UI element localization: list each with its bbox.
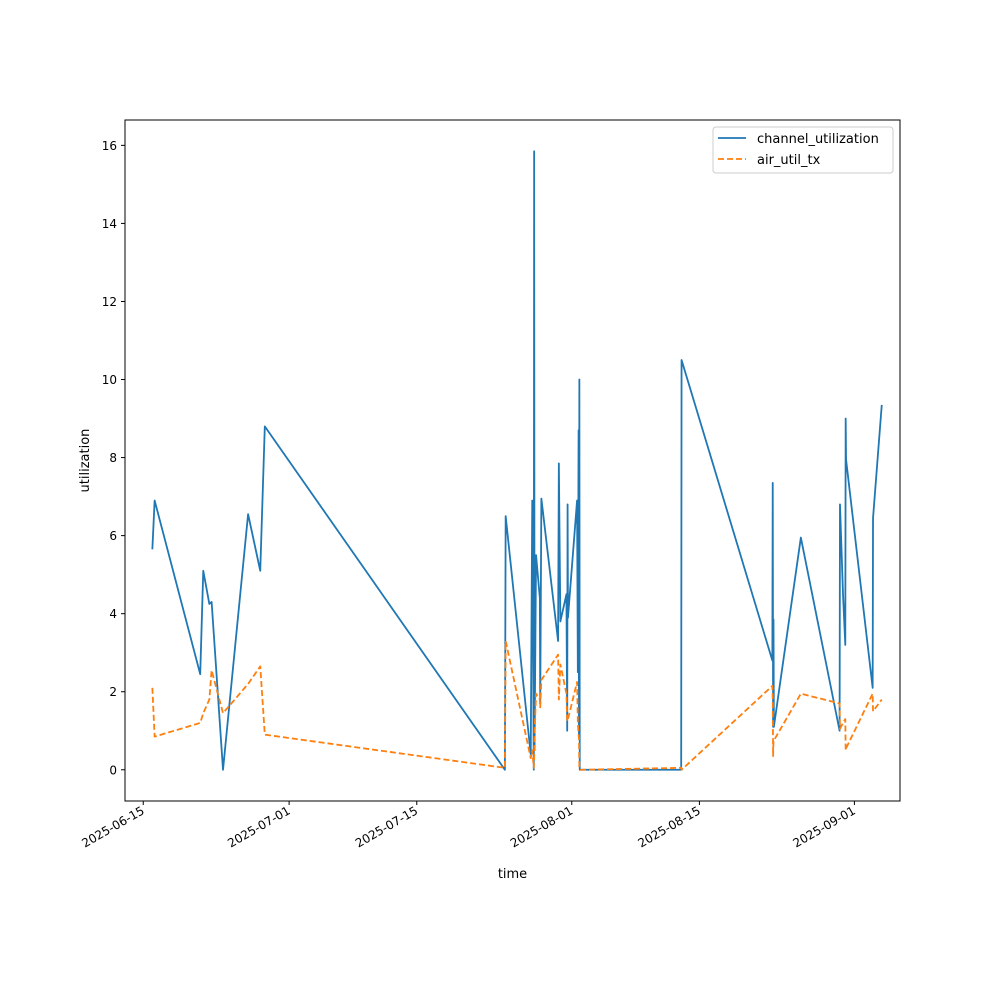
legend-box: [712, 126, 894, 174]
y-tick-label: 12: [102, 295, 117, 309]
x-tick-label: 2025-07-01: [225, 803, 292, 850]
x-axis-label: time: [498, 867, 527, 882]
y-tick-label: 6: [109, 529, 117, 543]
legend-label-channel-utilization: channel_utilization: [757, 132, 879, 147]
plot-area-frame: [124, 119, 901, 802]
y-axis-label: utilization: [78, 429, 93, 493]
y-tick-label: 4: [109, 607, 117, 621]
y-tick-label: 0: [109, 763, 117, 777]
x-tick-label: 2025-08-15: [636, 803, 703, 850]
legend: channel_utilization air_util_tx: [712, 126, 894, 174]
legend-label-air-util-tx: air_util_tx: [757, 153, 821, 168]
x-tick-label: 2025-08-01: [508, 803, 575, 850]
x-tick-label: 2025-07-15: [353, 803, 420, 850]
y-tick-label: 2: [109, 685, 117, 699]
y-axis-ticks: 0 2 4 6 8 10 12 14 16: [102, 139, 125, 777]
y-tick-label: 10: [102, 373, 117, 387]
x-tick-label: 2025-06-15: [79, 803, 146, 850]
series-lines: [151, 150, 883, 771]
y-tick-label: 8: [109, 451, 117, 465]
series-line-channel-utilization: [151, 150, 883, 771]
y-tick-label: 14: [102, 217, 117, 231]
x-tick-label: 2025-09-01: [791, 803, 858, 850]
y-tick-label: 16: [102, 139, 117, 153]
x-axis-ticks: 2025-06-15 2025-07-01 2025-07-15 2025-08-01…: [79, 801, 858, 850]
